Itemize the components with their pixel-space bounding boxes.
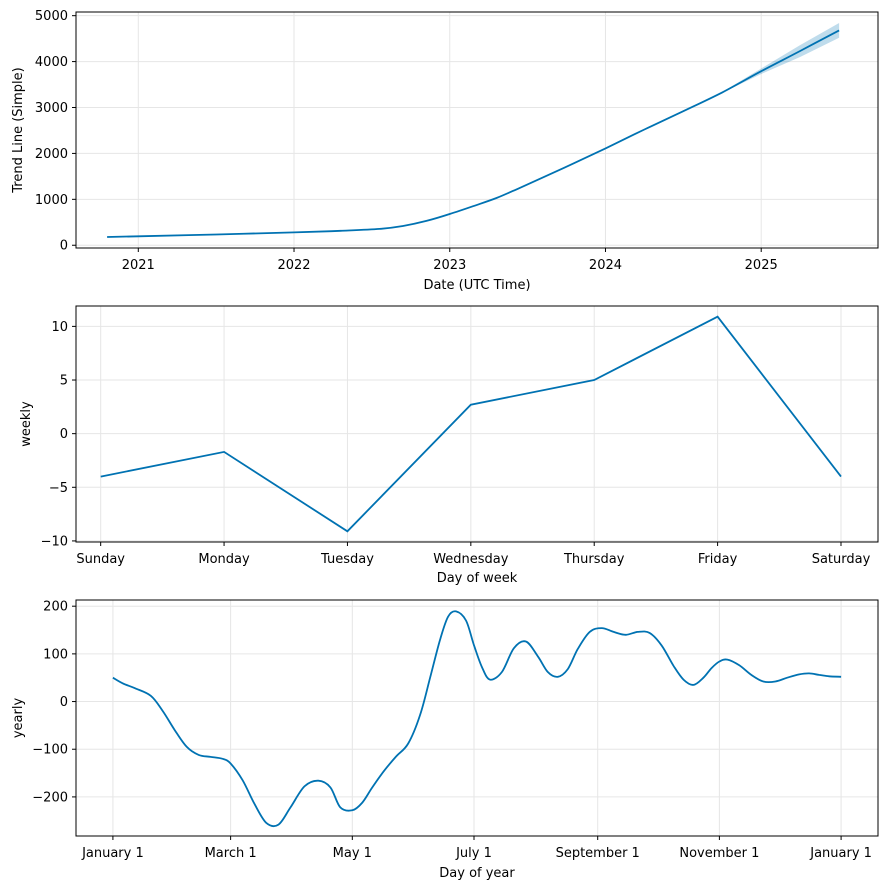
trend-plot-frame [75,11,879,249]
yearly-gridlines [76,600,878,836]
trend-y-axis-label: Trend Line (Simple) [11,67,26,193]
yearly-line [112,610,842,828]
weekly-x-tick-label: Tuesday [320,552,374,567]
yearly-y-tick-label: −200 [32,790,68,805]
trend-x-axis-label: Date (UTC Time) [423,278,530,293]
yearly-x-tick-label: September 1 [556,846,640,861]
yearly-x-tick-label: November 1 [679,846,759,861]
weekly-x-ticks: Sunday Monday Tuesday Wednesday Thursday Frid… [76,542,871,567]
yearly-x-tick-label: January 1 [809,846,872,861]
weekly-x-tick-label: Wednesday [433,552,509,567]
trend-y-ticks: 0 1000 2000 3000 4000 5000 [35,9,76,254]
weekly-y-tick-label: −5 [49,481,68,496]
trend-y-tick-label: 2000 [35,147,68,162]
weekly-y-axis-label: weekly [19,401,34,447]
yearly-y-tick-label: 100 [43,647,68,662]
yearly-x-axis-label: Day of year [439,866,515,881]
yearly-x-tick-label: March 1 [205,846,257,861]
weekly-x-tick-label: Monday [198,552,250,567]
trend-y-tick-label: 5000 [35,9,68,24]
weekly-x-tick-label: Sunday [76,552,125,567]
trend-y-tick-label: 4000 [35,55,68,70]
yearly-x-tick-label: May 1 [333,846,372,861]
trend-y-tick-label: 3000 [35,101,68,116]
yearly-x-ticks: January 1 March 1 May 1 July 1 September 1 No… [81,836,872,861]
yearly-y-ticks: −200 −100 0 100 200 [32,600,76,805]
trend-y-tick-label: 1000 [35,193,68,208]
weekly-y-ticks: −10 −5 0 5 10 [41,320,76,549]
trend-x-tick-label: 2025 [745,258,778,273]
yearly-x-tick-label: July 1 [455,846,492,861]
trend-panel: 2021 2022 2023 2024 2025 0 1000 2000 3000 4000 50… [11,9,879,293]
weekly-y-tick-label: 10 [51,320,68,335]
trend-y-tick-label: 0 [60,239,68,254]
yearly-y-axis-label: yearly [11,698,26,739]
trend-uncertainty-band [722,23,840,93]
trend-x-tick-label: 2021 [122,258,155,273]
trend-gridlines [76,12,878,248]
trend-x-tick-label: 2024 [589,258,622,273]
weekly-x-tick-label: Friday [698,552,738,567]
weekly-panel: Sunday Monday Tuesday Wednesday Thursday Frid… [19,305,879,586]
weekly-line [100,315,842,533]
weekly-x-tick-label: Saturday [812,552,871,567]
weekly-x-tick-label: Thursday [563,552,625,567]
weekly-y-tick-label: 5 [60,374,68,389]
weekly-y-tick-label: 0 [60,427,68,442]
yearly-x-tick-label: January 1 [81,846,144,861]
yearly-plot-frame [75,599,879,837]
yearly-panel: January 1 March 1 May 1 July 1 September 1 No… [11,599,879,881]
weekly-x-axis-label: Day of week [437,571,518,586]
trend-x-tick-label: 2022 [277,258,310,273]
yearly-y-tick-label: 0 [60,695,68,710]
weekly-gridlines [76,306,878,542]
weekly-y-tick-label: −10 [41,534,68,549]
yearly-y-tick-label: 200 [43,600,68,615]
trend-line [107,29,840,238]
yearly-y-tick-label: −100 [32,743,68,758]
trend-x-tick-label: 2023 [433,258,466,273]
weekly-plot-frame [75,305,879,543]
trend-x-ticks: 2021 2022 2023 2024 2025 [122,248,778,273]
